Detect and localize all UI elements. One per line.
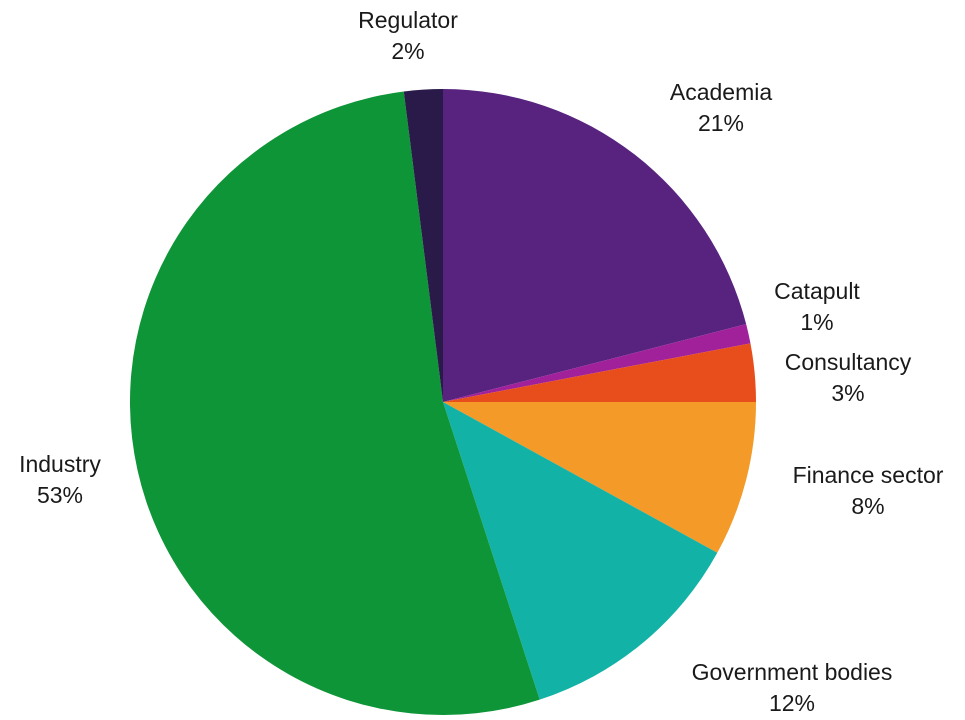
pie-labels: Academia 21% Catapult 1% Consultancy 3% Financ… xyxy=(19,7,944,716)
slice-label-finance-sector: Finance sector xyxy=(793,462,944,488)
slice-label-government-bodies: Government bodies xyxy=(692,659,893,685)
pie-slice-academia xyxy=(443,88,747,402)
slice-value-industry: 53% xyxy=(37,482,83,508)
slice-value-regulator: 2% xyxy=(391,38,424,64)
slice-label-industry: Industry xyxy=(19,451,101,477)
slice-label-consultancy: Consultancy xyxy=(785,349,912,375)
pie-slice-catapult xyxy=(443,324,751,402)
slice-value-catapult: 1% xyxy=(800,309,833,335)
pie-slice-consultancy xyxy=(443,343,756,402)
slice-value-government-bodies: 12% xyxy=(769,690,815,716)
slice-label-academia: Academia xyxy=(670,79,772,105)
pie-slice-regulator xyxy=(403,89,443,402)
slice-label-catapult: Catapult xyxy=(774,278,860,304)
slice-value-academia: 21% xyxy=(698,110,744,136)
slice-value-consultancy: 3% xyxy=(831,380,864,406)
pie-slice-industry xyxy=(129,91,540,716)
pie-slices xyxy=(129,88,756,716)
slice-label-regulator: Regulator xyxy=(358,7,458,33)
pie-slice-finance-sector xyxy=(443,402,756,553)
pie-slice-government-bodies xyxy=(443,402,718,700)
slice-value-finance-sector: 8% xyxy=(851,493,884,519)
